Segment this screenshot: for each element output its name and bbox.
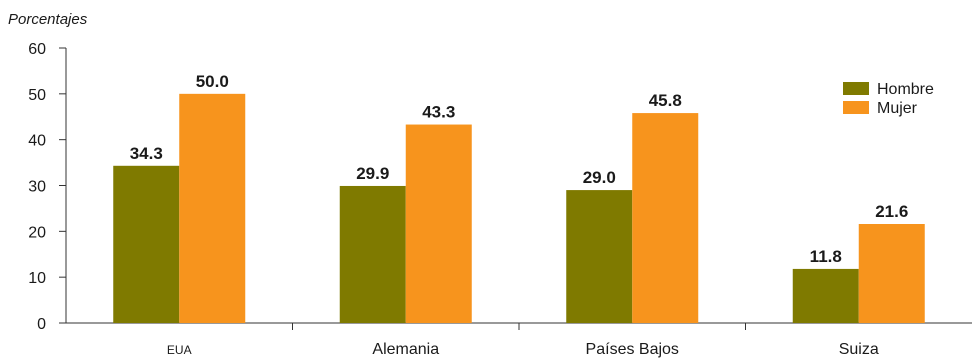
legend: Hombre Mujer xyxy=(843,81,934,117)
bars: 34.3 50.0 29.9 43.3 29.0 45.8 11.8 21.6 xyxy=(113,72,925,324)
y-tick-label: 0 xyxy=(37,316,46,333)
x-category-label: EUA xyxy=(167,343,192,357)
y-tick-label: 60 xyxy=(28,41,46,58)
data-label: 29.0 xyxy=(583,168,616,187)
data-label: 34.3 xyxy=(130,144,163,163)
data-label: 21.6 xyxy=(875,202,908,221)
y-axis: 0 10 20 30 40 50 60 xyxy=(28,41,67,333)
bar-mujer-0 xyxy=(179,93,246,323)
legend-label-mujer: Mujer xyxy=(877,100,918,117)
y-tick-label: 10 xyxy=(28,270,46,287)
legend-swatch-mujer xyxy=(843,101,869,114)
x-axis: EUA Alemania Países Bajos Suiza xyxy=(66,322,972,358)
y-tick-label: 50 xyxy=(28,87,46,104)
legend-swatch-hombre xyxy=(843,82,869,95)
x-category-label: Suiza xyxy=(839,341,879,358)
bar-mujer-1 xyxy=(405,124,472,324)
bar-hombre-0 xyxy=(113,165,180,323)
x-category-label: Alemania xyxy=(372,341,439,358)
x-category-label: Países Bajos xyxy=(586,341,679,358)
bar-hombre-1 xyxy=(339,185,406,323)
data-label: 45.8 xyxy=(649,91,682,110)
data-label: 50.0 xyxy=(196,72,229,91)
data-label: 29.9 xyxy=(356,164,389,183)
data-label: 11.8 xyxy=(810,247,842,266)
legend-label-hombre: Hombre xyxy=(877,81,934,98)
bar-mujer-2 xyxy=(632,113,699,323)
y-tick-label: 30 xyxy=(28,179,46,196)
bar-hombre-2 xyxy=(566,190,633,323)
y-tick-label: 20 xyxy=(28,224,46,241)
bar-mujer-3 xyxy=(858,224,925,323)
data-label: 43.3 xyxy=(422,103,455,122)
y-tick-label: 40 xyxy=(28,133,46,150)
bar-hombre-3 xyxy=(792,268,859,323)
y-axis-unit-label: Porcentajes xyxy=(8,11,88,28)
